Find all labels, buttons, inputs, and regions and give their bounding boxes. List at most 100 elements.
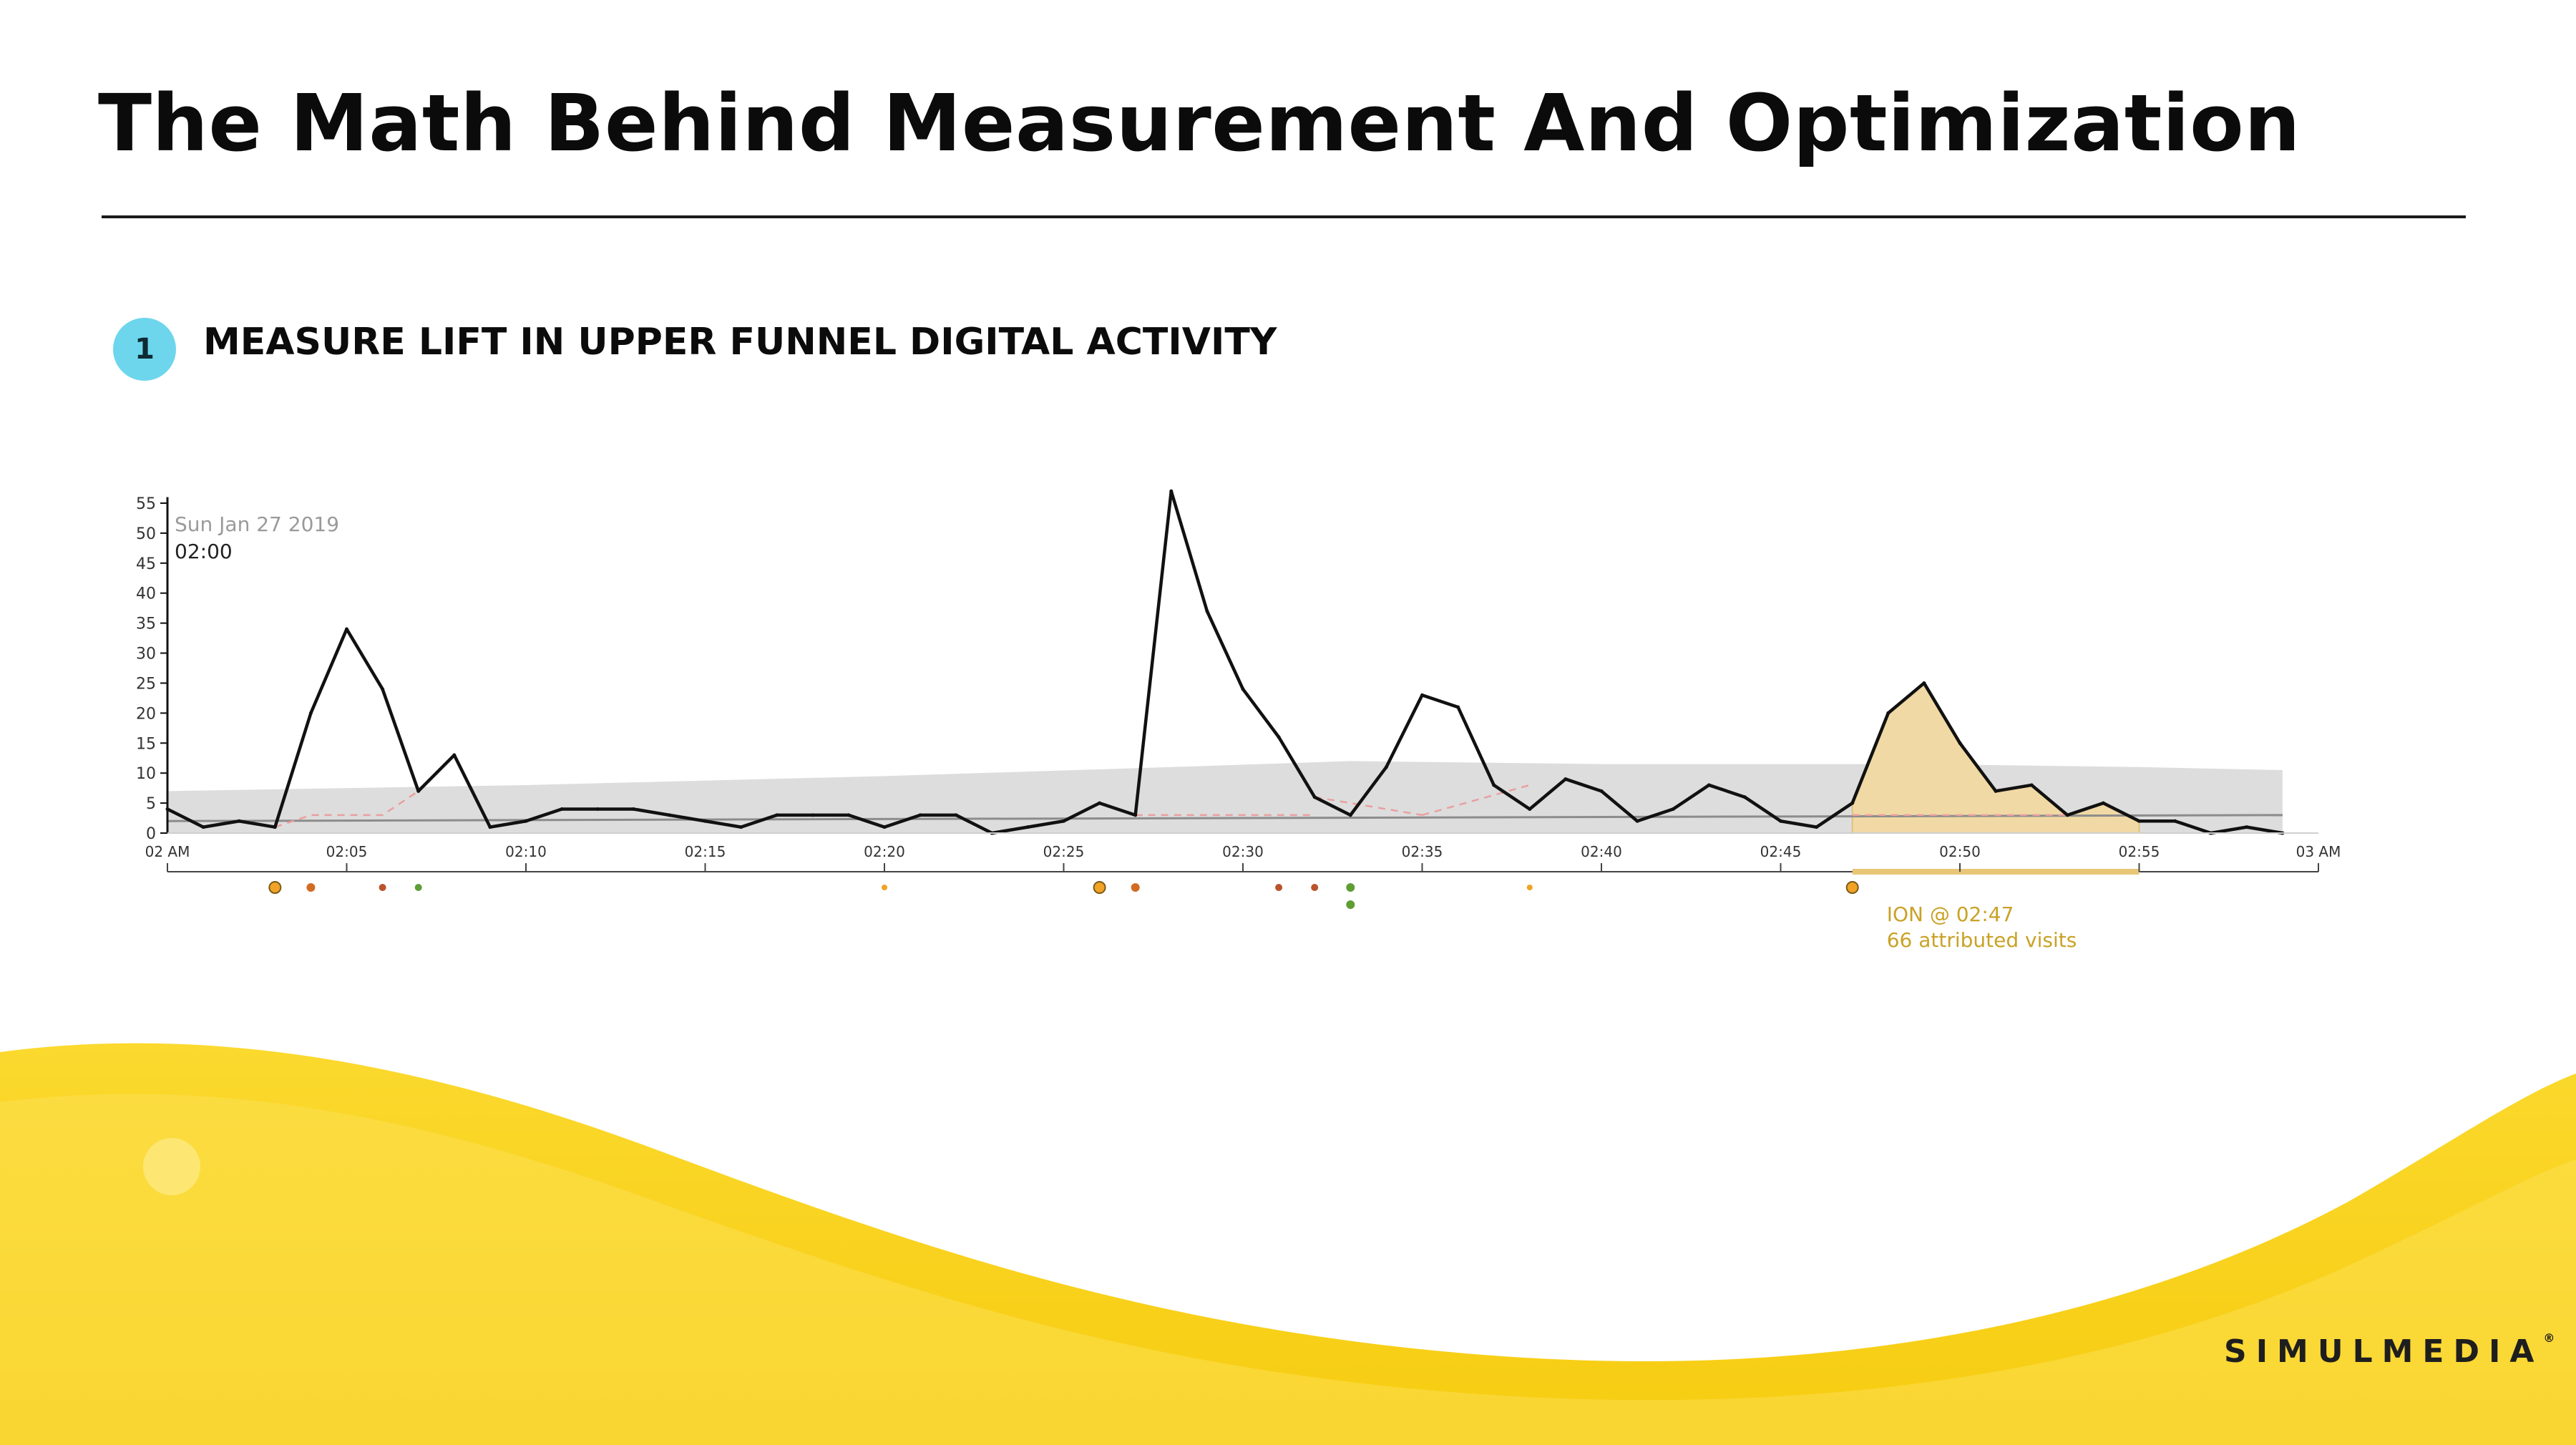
data-point xyxy=(703,819,707,823)
expected-range-band xyxy=(167,761,2283,833)
tv-airing-dot xyxy=(379,884,386,891)
data-point xyxy=(2173,819,2177,823)
data-point xyxy=(2101,801,2105,805)
chart-time-label: 02:00 xyxy=(175,540,233,563)
tv-airing-dot xyxy=(1275,884,1283,891)
expected-dashed-segment-3 xyxy=(1422,784,1531,817)
data-point xyxy=(1635,819,1639,823)
data-point xyxy=(345,627,348,631)
data-point xyxy=(452,753,457,757)
data-point xyxy=(1241,687,1245,691)
data-point xyxy=(1133,813,1138,817)
data-point xyxy=(201,825,205,829)
data-point xyxy=(1528,807,1532,811)
x-tick-label: 02:35 xyxy=(1402,843,1443,860)
data-point xyxy=(560,807,564,811)
data-point xyxy=(1098,801,1102,805)
expected-dashed-segment-2 xyxy=(1314,796,1423,817)
data-point xyxy=(1312,795,1317,799)
airing-annotation-detail: 66 attributed visits xyxy=(1887,928,2077,952)
y-tick-label: 20 xyxy=(136,705,156,723)
x-tick-label: 03 AM xyxy=(2296,843,2341,860)
wave-highlight xyxy=(0,1094,2576,1445)
data-point xyxy=(1169,489,1174,493)
y-tick-label: 0 xyxy=(146,825,156,843)
data-point xyxy=(1994,789,1998,793)
tv-airing-dot xyxy=(882,885,887,890)
wave-shape xyxy=(0,1043,2576,1445)
tv-airing-dot xyxy=(1346,883,1355,892)
data-point xyxy=(882,825,887,829)
simulmedia-logo: SIMULMEDIA® xyxy=(2224,1331,2555,1370)
y-tick-label: 15 xyxy=(136,735,156,753)
tv-airing-dot xyxy=(1311,884,1319,891)
data-point xyxy=(1958,741,1962,745)
data-point xyxy=(1599,789,1604,793)
brand-name: SIMULMEDIA xyxy=(2224,1333,2544,1370)
data-point xyxy=(1922,681,1926,685)
data-point xyxy=(1707,783,1711,787)
wave-bubble xyxy=(143,1138,200,1195)
y-tick-label: 5 xyxy=(146,795,156,813)
data-point xyxy=(1277,735,1281,739)
y-tick-label: 45 xyxy=(136,555,156,573)
x-tick-label: 02:40 xyxy=(1581,843,1622,860)
x-tick-label: 02:25 xyxy=(1043,843,1085,860)
data-point xyxy=(1062,819,1065,823)
y-tick-label: 40 xyxy=(136,585,156,603)
tv-airing-dot xyxy=(268,881,282,894)
data-point xyxy=(1420,693,1424,697)
x-tick-label: 02:20 xyxy=(864,843,905,860)
x-tick-label: 02:30 xyxy=(1222,843,1264,860)
data-point xyxy=(1384,765,1388,769)
data-point xyxy=(2137,819,2141,823)
data-point xyxy=(273,825,277,829)
data-point xyxy=(237,819,241,823)
y-tick-label: 10 xyxy=(136,765,156,783)
y-tick-label: 25 xyxy=(136,675,156,693)
data-point xyxy=(1742,795,1747,799)
tv-airing-dot xyxy=(414,884,422,891)
tv-airing-dot xyxy=(1845,881,1859,894)
data-point xyxy=(739,825,743,829)
y-tick-label: 35 xyxy=(136,616,156,633)
data-point xyxy=(381,687,385,691)
activity-line-chart: 0 5 10 15 20 25 30 35 40 45 50 55 02 AM 02:05 02:10 02:… xyxy=(136,489,2341,952)
x-tick-label: 02:10 xyxy=(505,843,547,860)
title-divider xyxy=(102,215,2466,218)
x-tick-label: 02:55 xyxy=(2119,843,2160,860)
airing-annotation-label: ION @ 02:47 xyxy=(1887,902,2014,926)
data-point xyxy=(1205,609,1209,613)
data-point xyxy=(954,813,958,817)
visits-series-line xyxy=(166,489,2283,835)
data-point xyxy=(1815,825,1819,829)
x-tick-label: 02 AM xyxy=(145,843,190,860)
section-heading: MEASURE LIFT IN UPPER FUNNEL DIGITAL ACT… xyxy=(203,321,1277,364)
tv-airing-dot xyxy=(1346,900,1355,909)
data-point xyxy=(847,813,851,817)
data-point xyxy=(2065,813,2069,817)
data-point xyxy=(1456,705,1460,709)
x-tick-label: 02:05 xyxy=(326,843,368,860)
data-point xyxy=(667,813,671,817)
x-tick-label: 02:45 xyxy=(1760,843,1802,860)
chart-date-label: Sun Jan 27 2019 xyxy=(175,512,339,536)
tv-airing-dot xyxy=(306,883,316,892)
y-tick-label: 55 xyxy=(136,495,156,513)
data-point xyxy=(631,807,635,811)
tv-airing-dot xyxy=(1093,881,1106,894)
x-tick-label: 02:15 xyxy=(685,843,726,860)
step-number-badge: 1 xyxy=(113,318,176,381)
data-point xyxy=(524,819,528,823)
y-tick-label: 50 xyxy=(136,525,156,543)
data-point xyxy=(1348,813,1352,817)
data-point xyxy=(2245,825,2249,829)
tv-airing-dot xyxy=(1526,885,1533,890)
data-point xyxy=(416,789,421,793)
data-point xyxy=(1563,777,1568,782)
data-point xyxy=(595,807,600,811)
data-point xyxy=(1025,825,1030,829)
brand-registered-mark: ® xyxy=(2543,1331,2555,1345)
y-tick-label: 30 xyxy=(136,646,156,663)
